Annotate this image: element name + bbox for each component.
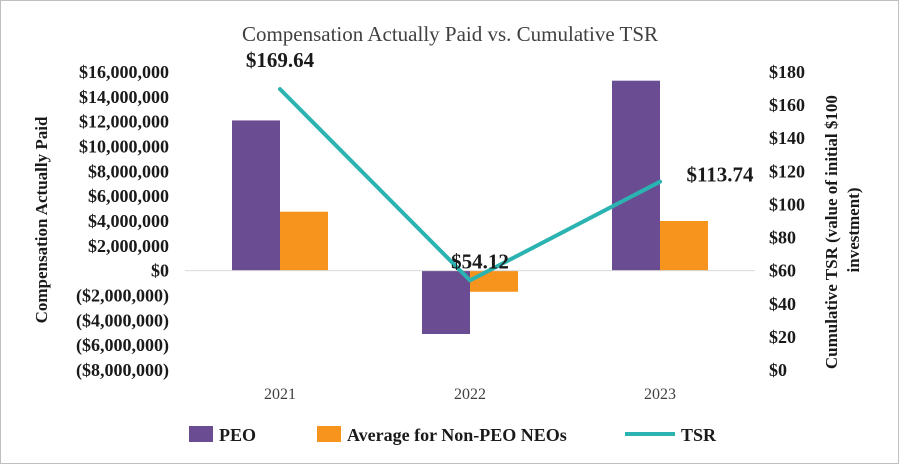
y2-axis-ticks: $180 $160 $140 $120 $100 $80 $60 $40 $20 $0 — [769, 62, 805, 380]
y2-tick-label: $140 — [769, 128, 805, 148]
legend-swatch-peo — [189, 426, 213, 442]
tsr-data-label: $169.64 — [246, 48, 315, 72]
y-tick-label: $10,000,000 — [79, 137, 169, 157]
x-tick-label: 2021 — [264, 386, 296, 403]
tsr-data-label: $54.12 — [451, 249, 509, 273]
legend-swatch-average-for-non-peo-neos — [317, 426, 341, 442]
x-tick-label: 2023 — [644, 386, 676, 403]
y2-tick-label: $160 — [769, 95, 805, 115]
y-tick-label: $4,000,000 — [88, 211, 169, 231]
bar-average-for-non-peo-neos-2023 — [660, 221, 708, 271]
bar-peo-2021 — [232, 120, 280, 270]
y-tick-label: $8,000,000 — [88, 161, 169, 181]
bar-average-for-non-peo-neos-2022 — [470, 271, 518, 292]
y-axis-ticks: $16,000,000 $14,000,000 $12,000,000 $10,000… — [76, 62, 169, 381]
y2-tick-label: $120 — [769, 161, 805, 181]
y2-axis-label: Cumulative TSR (value of initial $100 in… — [822, 91, 863, 369]
y-tick-label: ($8,000,000) — [76, 360, 169, 381]
y-tick-label: $0 — [151, 261, 169, 281]
legend-label-peo: PEO — [219, 425, 256, 445]
bar-peo-2023 — [612, 81, 660, 271]
y-tick-label: $14,000,000 — [79, 87, 169, 107]
y2-tick-label: $80 — [769, 228, 796, 248]
y2-tick-label: $0 — [769, 360, 787, 380]
y2-tick-label: $100 — [769, 194, 805, 214]
y-tick-label: $2,000,000 — [88, 236, 169, 256]
y2-tick-label: $20 — [769, 327, 796, 347]
y2-tick-label: $180 — [769, 62, 805, 82]
y-tick-label: $16,000,000 — [79, 62, 169, 82]
x-tick-label: 2022 — [454, 386, 486, 403]
legend-label-average-for-non-peo-neos: Average for Non-PEO NEOs — [347, 425, 567, 445]
legend: PEO Average for Non-PEO NEOs TSR — [189, 425, 717, 445]
y-tick-label: ($4,000,000) — [76, 310, 169, 331]
y-tick-label: $12,000,000 — [79, 112, 169, 132]
y2-axis-label-line1: Cumulative TSR (value of initial $100 — [822, 95, 841, 369]
y2-tick-label: $60 — [769, 261, 796, 281]
y-tick-label: ($6,000,000) — [76, 335, 169, 356]
bars-group — [232, 81, 708, 334]
tsr-data-label: $113.74 — [686, 163, 754, 187]
y-axis-label: Compensation Actually Paid — [32, 116, 51, 323]
chart-title: Compensation Actually Paid vs. Cumulativ… — [242, 22, 658, 46]
y-tick-label: $6,000,000 — [88, 186, 169, 206]
bar-peo-2022 — [422, 271, 470, 334]
y2-tick-label: $40 — [769, 294, 796, 314]
y2-axis-label-line2: investment) — [844, 188, 863, 273]
x-axis-ticks: 2021 2022 2023 — [264, 386, 676, 403]
legend-label-tsr: TSR — [681, 425, 717, 445]
bar-average-for-non-peo-neos-2021 — [280, 212, 328, 271]
y-tick-label: ($2,000,000) — [76, 286, 169, 307]
